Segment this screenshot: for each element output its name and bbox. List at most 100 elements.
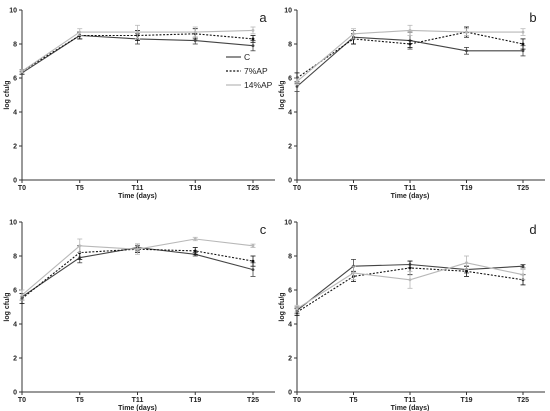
chart-panel-d: 0 2 4 6 8 10 T0 T5 T11 T19 T25 Time (days) log cfu/g… bbox=[279, 220, 545, 411]
y-tick-label: 0 bbox=[288, 390, 292, 397]
data-point bbox=[251, 37, 255, 41]
data-point bbox=[465, 30, 468, 34]
x-tick-label: T11 bbox=[132, 185, 144, 192]
y-tick-label: 10 bbox=[284, 8, 292, 15]
data-point bbox=[521, 49, 525, 53]
data-point bbox=[521, 42, 525, 46]
x-tick-label: T11 bbox=[404, 185, 416, 192]
data-point bbox=[465, 269, 468, 273]
panel-letter: d bbox=[529, 222, 536, 237]
x-tick-label: T11 bbox=[404, 397, 416, 404]
data-point bbox=[193, 249, 197, 253]
y-axis-title: log cfu/g bbox=[279, 80, 286, 109]
y-axis-title: log cfu/g bbox=[4, 80, 11, 109]
legend-label: 14%AP bbox=[244, 80, 273, 90]
x-tick-label: T25 bbox=[517, 185, 529, 192]
legend: C 7%AP 14%AP bbox=[226, 52, 273, 90]
data-point bbox=[295, 85, 299, 88]
x-axis-title: Time (days) bbox=[391, 405, 430, 411]
x-tick-label: T0 bbox=[18, 397, 26, 404]
data-point bbox=[295, 307, 299, 311]
y-tick-label: 0 bbox=[13, 390, 17, 397]
series-14ap bbox=[19, 236, 256, 301]
y-tick-label: 8 bbox=[288, 42, 292, 49]
x-tick-label: T25 bbox=[247, 185, 259, 192]
y-tick-label: 6 bbox=[288, 288, 292, 295]
data-point bbox=[251, 259, 255, 263]
y-tick-label: 6 bbox=[13, 76, 17, 83]
y-tick-label: 10 bbox=[9, 220, 17, 227]
y-axis-title: log cfu/g bbox=[4, 292, 11, 321]
y-tick-label: 0 bbox=[288, 178, 292, 185]
x-tick-label: T5 bbox=[349, 397, 357, 404]
data-point bbox=[251, 244, 255, 248]
x-axis-title: Time (days) bbox=[118, 193, 157, 200]
data-point bbox=[20, 69, 24, 73]
data-point bbox=[193, 30, 197, 34]
series-14ap bbox=[19, 24, 256, 74]
y-tick-label: 0 bbox=[13, 178, 17, 185]
data-point bbox=[352, 271, 355, 275]
chart-panel-b: 0 2 4 6 8 10 T0 T5 T11 T19 T25 Time (days) log cfu/g… bbox=[279, 8, 545, 200]
y-tick-label: 2 bbox=[13, 144, 17, 151]
y-tick-label: 4 bbox=[288, 110, 292, 117]
data-point bbox=[408, 266, 412, 270]
series-line bbox=[21, 248, 254, 299]
data-point bbox=[408, 29, 412, 32]
data-point bbox=[521, 264, 525, 268]
y-tick-label: 10 bbox=[284, 220, 292, 227]
data-point bbox=[78, 244, 82, 248]
panel-letter: b bbox=[529, 10, 536, 25]
legend-label: C bbox=[244, 52, 250, 62]
data-point bbox=[20, 293, 24, 297]
y-tick-label: 2 bbox=[288, 356, 292, 363]
x-axis-title: Time (days) bbox=[118, 405, 157, 411]
legend-label: 7%AP bbox=[244, 66, 268, 76]
series-14ap bbox=[294, 24, 526, 86]
data-point bbox=[251, 29, 255, 32]
data-point bbox=[251, 44, 255, 48]
x-tick-label: T25 bbox=[517, 397, 529, 404]
y-tick-label: 2 bbox=[288, 144, 292, 151]
series-line bbox=[296, 31, 524, 79]
y-tick-label: 10 bbox=[9, 8, 17, 15]
x-tick-label: T5 bbox=[76, 397, 84, 404]
x-tick-label: T25 bbox=[247, 397, 259, 404]
data-point bbox=[136, 30, 139, 34]
data-point bbox=[193, 39, 197, 42]
x-tick-label: T5 bbox=[349, 185, 357, 192]
data-point bbox=[193, 237, 197, 241]
data-point bbox=[251, 268, 255, 271]
x-tick-label: T11 bbox=[132, 397, 144, 404]
x-tick-label: T0 bbox=[293, 185, 301, 192]
data-point bbox=[465, 261, 468, 265]
data-point bbox=[465, 49, 468, 53]
y-tick-label: 4 bbox=[288, 322, 292, 329]
data-point bbox=[408, 278, 412, 282]
data-point bbox=[352, 32, 355, 36]
x-tick-label: T5 bbox=[76, 185, 84, 192]
series-7ap bbox=[294, 26, 526, 84]
panel-letter: a bbox=[259, 10, 267, 25]
data-point bbox=[408, 42, 412, 46]
y-tick-label: 8 bbox=[13, 42, 17, 49]
data-point bbox=[78, 30, 82, 34]
x-tick-label: T19 bbox=[189, 185, 201, 192]
panel-letter: c bbox=[260, 222, 267, 237]
data-point bbox=[521, 30, 525, 34]
x-tick-label: T19 bbox=[460, 185, 472, 192]
series-c bbox=[294, 29, 526, 92]
y-tick-label: 6 bbox=[288, 76, 292, 83]
y-tick-label: 4 bbox=[13, 110, 17, 117]
x-axis-title: Time (days) bbox=[391, 193, 430, 200]
chart-panel-a: 0 2 4 6 8 10 T0 T5 T11 T19 T25 Time (days) log cfu/g… bbox=[4, 8, 275, 200]
chart-panel-c: 0 2 4 6 8 10 T0 T5 T11 T19 T25 Time (days) log cfu/g… bbox=[4, 220, 275, 411]
series-line bbox=[21, 33, 254, 72]
y-tick-label: 6 bbox=[13, 288, 17, 295]
y-axis-title: log cfu/g bbox=[279, 292, 286, 321]
data-point bbox=[521, 273, 525, 277]
x-tick-label: T19 bbox=[189, 397, 201, 404]
y-tick-label: 8 bbox=[13, 254, 17, 261]
series-14ap bbox=[294, 255, 526, 313]
